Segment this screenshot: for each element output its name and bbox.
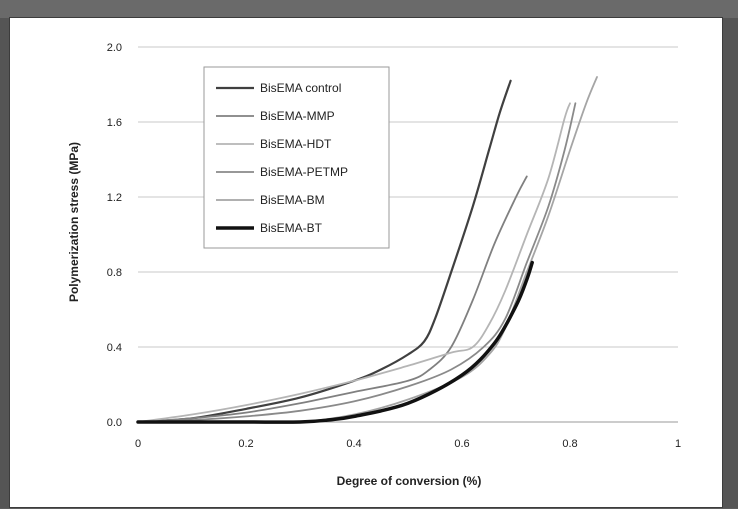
x-tick-labels: 0 0.2 0.4 0.6 0.8 1 (135, 438, 681, 450)
series-line-bisema-mmp (137, 175, 528, 423)
y-tick-label: 0.8 (107, 267, 122, 279)
series-line-bisema-petmp (137, 102, 577, 423)
series-line-bisema-hdt (137, 102, 571, 423)
y-tick-label: 1.2 (107, 192, 122, 204)
y-tick-label: 2.0 (107, 42, 122, 54)
legend-label: BisEMA-BM (260, 193, 325, 207)
series-line-bisema-bt (136, 260, 534, 424)
legend-label: BisEMA-HDT (260, 137, 332, 151)
y-tick-label: 0.0 (107, 417, 122, 429)
legend-label: BisEMA-BT (260, 221, 323, 235)
x-tick-label: 0 (135, 438, 141, 450)
x-tick-label: 0.8 (562, 438, 577, 450)
y-tick-label: 1.6 (107, 117, 122, 129)
legend: BisEMA control BisEMA-MMP BisEMA-HDT BisEMA… (203, 66, 390, 249)
y-axis-label: Polymerization stress (MPa) (67, 142, 81, 302)
polymerization-stress-chart: 0 0.2 0.4 0.6 0.8 1 0.0 0.4 0.8 1.2 1.6 2.0 Degree… (67, 42, 681, 488)
y-tick-labels: 0.0 0.4 0.8 1.2 1.6 2.0 (107, 42, 122, 429)
legend-label: BisEMA control (260, 81, 341, 95)
x-axis-label: Degree of conversion (%) (337, 474, 482, 488)
top-strip (0, 0, 738, 18)
series-line-bisema-control (136, 79, 512, 424)
series-lines (136, 76, 598, 424)
x-tick-label: 0.6 (454, 438, 469, 450)
legend-box (203, 66, 390, 249)
y-tick-label: 0.4 (107, 342, 122, 354)
x-tick-label: 1 (675, 438, 681, 450)
x-tick-label: 0.4 (346, 438, 361, 450)
legend-label: BisEMA-MMP (260, 109, 335, 123)
legend-label: BisEMA-PETMP (260, 165, 348, 179)
x-tick-label: 0.2 (238, 438, 253, 450)
chart-panel: 0 0.2 0.4 0.6 0.8 1 0.0 0.4 0.8 1.2 1.6 2.0 Degree… (9, 17, 723, 508)
